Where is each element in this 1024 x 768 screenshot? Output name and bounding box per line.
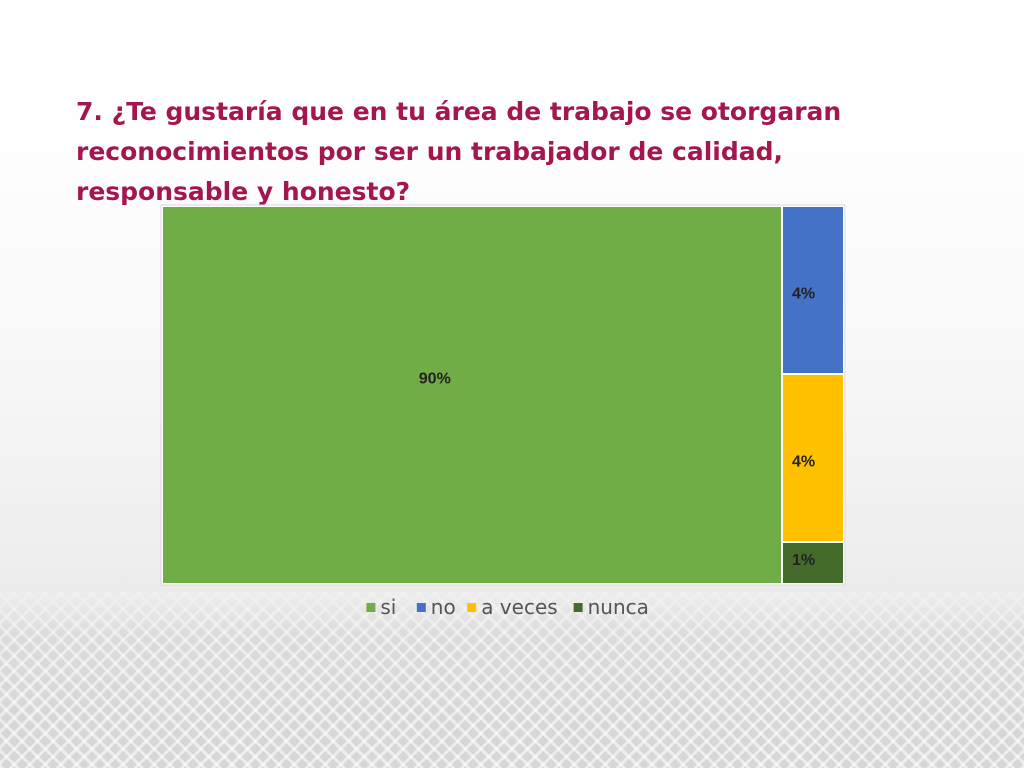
treemap-tile-si — [163, 207, 781, 583]
chart-title: 7. ¿Te gustaría que en tu área de trabaj… — [76, 97, 842, 206]
slide-header-band — [0, 0, 1024, 92]
treemap-tile-nunca — [783, 543, 843, 583]
legend-swatch-a-veces — [467, 603, 477, 612]
data-label-a-veces: 4% — [792, 453, 815, 470]
data-label-si: 90% — [419, 371, 451, 388]
legend-label-si: si — [380, 595, 396, 619]
data-label-nunca: 1% — [792, 552, 815, 569]
treemap-tile-a-veces — [783, 375, 843, 541]
legend-label-no: no — [431, 595, 456, 619]
legend-swatch-no — [416, 603, 426, 612]
legend-swatch-nunca — [573, 603, 583, 612]
legend-label-a-veces: a veces — [481, 595, 557, 619]
decorative-pattern-fade — [0, 592, 1024, 768]
treemap-tile-no — [783, 207, 843, 373]
legend-swatch-si — [366, 603, 376, 612]
legend-label-nunca: nunca — [588, 595, 649, 619]
data-label-no: 4% — [792, 285, 815, 302]
